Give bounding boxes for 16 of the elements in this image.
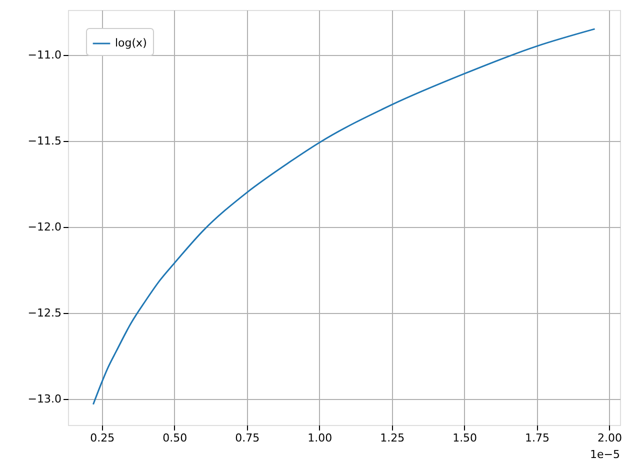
text: 1e−5 — [590, 448, 620, 461]
y-tick-label: −12.0 — [28, 220, 62, 234]
x-tick-label: 0.50 — [162, 432, 188, 444]
x-tick-label: 1.00 — [308, 432, 332, 444]
y-tick-label: −11.5 — [28, 134, 62, 148]
x-tick-label: 0.25 — [90, 432, 115, 444]
y-tick-label: −13.0 — [28, 392, 62, 406]
x-tick-label: 2.00 — [598, 432, 622, 444]
y-tick-label: −12.5 — [28, 306, 62, 320]
line-series — [92, 28, 596, 406]
y-tick-label: −11.0 — [28, 48, 62, 62]
legend-label: log(x) — [115, 36, 147, 50]
x-tick-label: 1.50 — [452, 432, 478, 444]
x-tick-label: 1.25 — [380, 432, 405, 444]
x-tick-label: 1.75 — [525, 432, 550, 444]
x-tick-label: 0.75 — [235, 432, 260, 444]
